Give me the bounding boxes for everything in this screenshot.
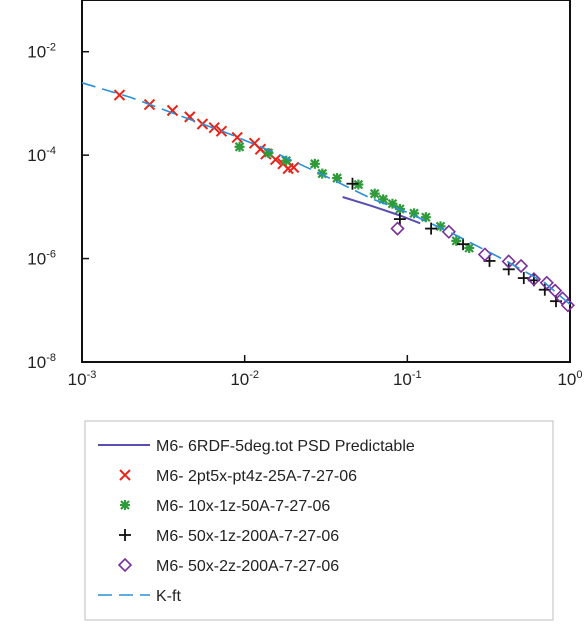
data-point (387, 198, 398, 209)
x-tick-label: 10-2 (230, 369, 259, 389)
legend-entry: M6- 50x-2z-200A-7-27-06 (117, 557, 339, 575)
legend: M6- 6RDF-5deg.tot PSD Predictable M6- 2pt… (98, 438, 415, 605)
data-point (425, 222, 438, 235)
y-tick-label: 10-2 (27, 42, 56, 62)
series-line (81, 82, 571, 306)
data-point (560, 298, 575, 313)
x-tick-label: 10-1 (393, 369, 422, 389)
legend-entry: M6- 2pt5x-pt4z-25A-7-27-06 (119, 468, 357, 485)
data-point (441, 224, 456, 239)
legend-swatch (119, 469, 131, 481)
data-point (393, 213, 406, 226)
x-axis: 10-3 10-2 10-1 100 (68, 355, 583, 389)
x-tick-label: 100 (557, 369, 582, 389)
data-point (539, 275, 554, 290)
legend-label: M6- 50x-1z-200A-7-27-06 (156, 528, 339, 545)
data-point (457, 238, 470, 251)
data-point (346, 177, 359, 190)
y-axis: 10-2 10-4 10-6 10-8 (27, 42, 89, 372)
data-point (517, 272, 530, 285)
data-point (464, 243, 475, 254)
y-tick-label: 10-4 (27, 145, 56, 165)
series-line (342, 196, 421, 225)
legend-entry: K-ft (98, 588, 181, 605)
data-point (502, 263, 515, 276)
legend-label: M6- 6RDF-5deg.tot PSD Predictable (156, 438, 415, 455)
series-1 (113, 89, 300, 175)
legend-entry: M6- 50x-1z-200A-7-27-06 (119, 528, 339, 545)
data-point (513, 258, 529, 274)
legend-swatch (120, 500, 130, 510)
legend-label: M6- 50x-2z-200A-7-27-06 (156, 558, 339, 575)
series-5 (81, 82, 571, 306)
legend-label: K-ft (156, 588, 181, 605)
series-layer (81, 82, 575, 313)
plot-frame (81, 0, 571, 363)
data-point (501, 254, 516, 269)
data-point (369, 188, 380, 199)
data-point (113, 89, 126, 101)
data-point (231, 131, 243, 144)
legend-entry: M6- 10x-1z-50A-7-27-06 (120, 498, 330, 515)
x-tick-label: 10-3 (68, 369, 97, 389)
data-point (309, 158, 320, 169)
data-point (234, 141, 245, 152)
legend-label: M6- 2pt5x-pt4z-25A-7-27-06 (156, 468, 357, 485)
series-0 (342, 196, 421, 225)
legend-entry: M6- 6RDF-5deg.tot PSD Predictable (98, 438, 415, 455)
data-point (390, 221, 405, 236)
legend-swatch (119, 529, 131, 541)
y-tick-label: 10-6 (27, 249, 56, 269)
series-3 (346, 177, 562, 308)
legend-swatch (117, 557, 133, 573)
series-4 (390, 221, 575, 313)
y-tick-label: 10-8 (27, 352, 56, 372)
legend-box (84, 420, 554, 621)
data-point (378, 194, 389, 205)
data-point (166, 104, 179, 117)
data-point (526, 272, 542, 287)
legend-label: M6- 10x-1z-50A-7-27-06 (156, 498, 330, 515)
data-point (317, 168, 328, 179)
